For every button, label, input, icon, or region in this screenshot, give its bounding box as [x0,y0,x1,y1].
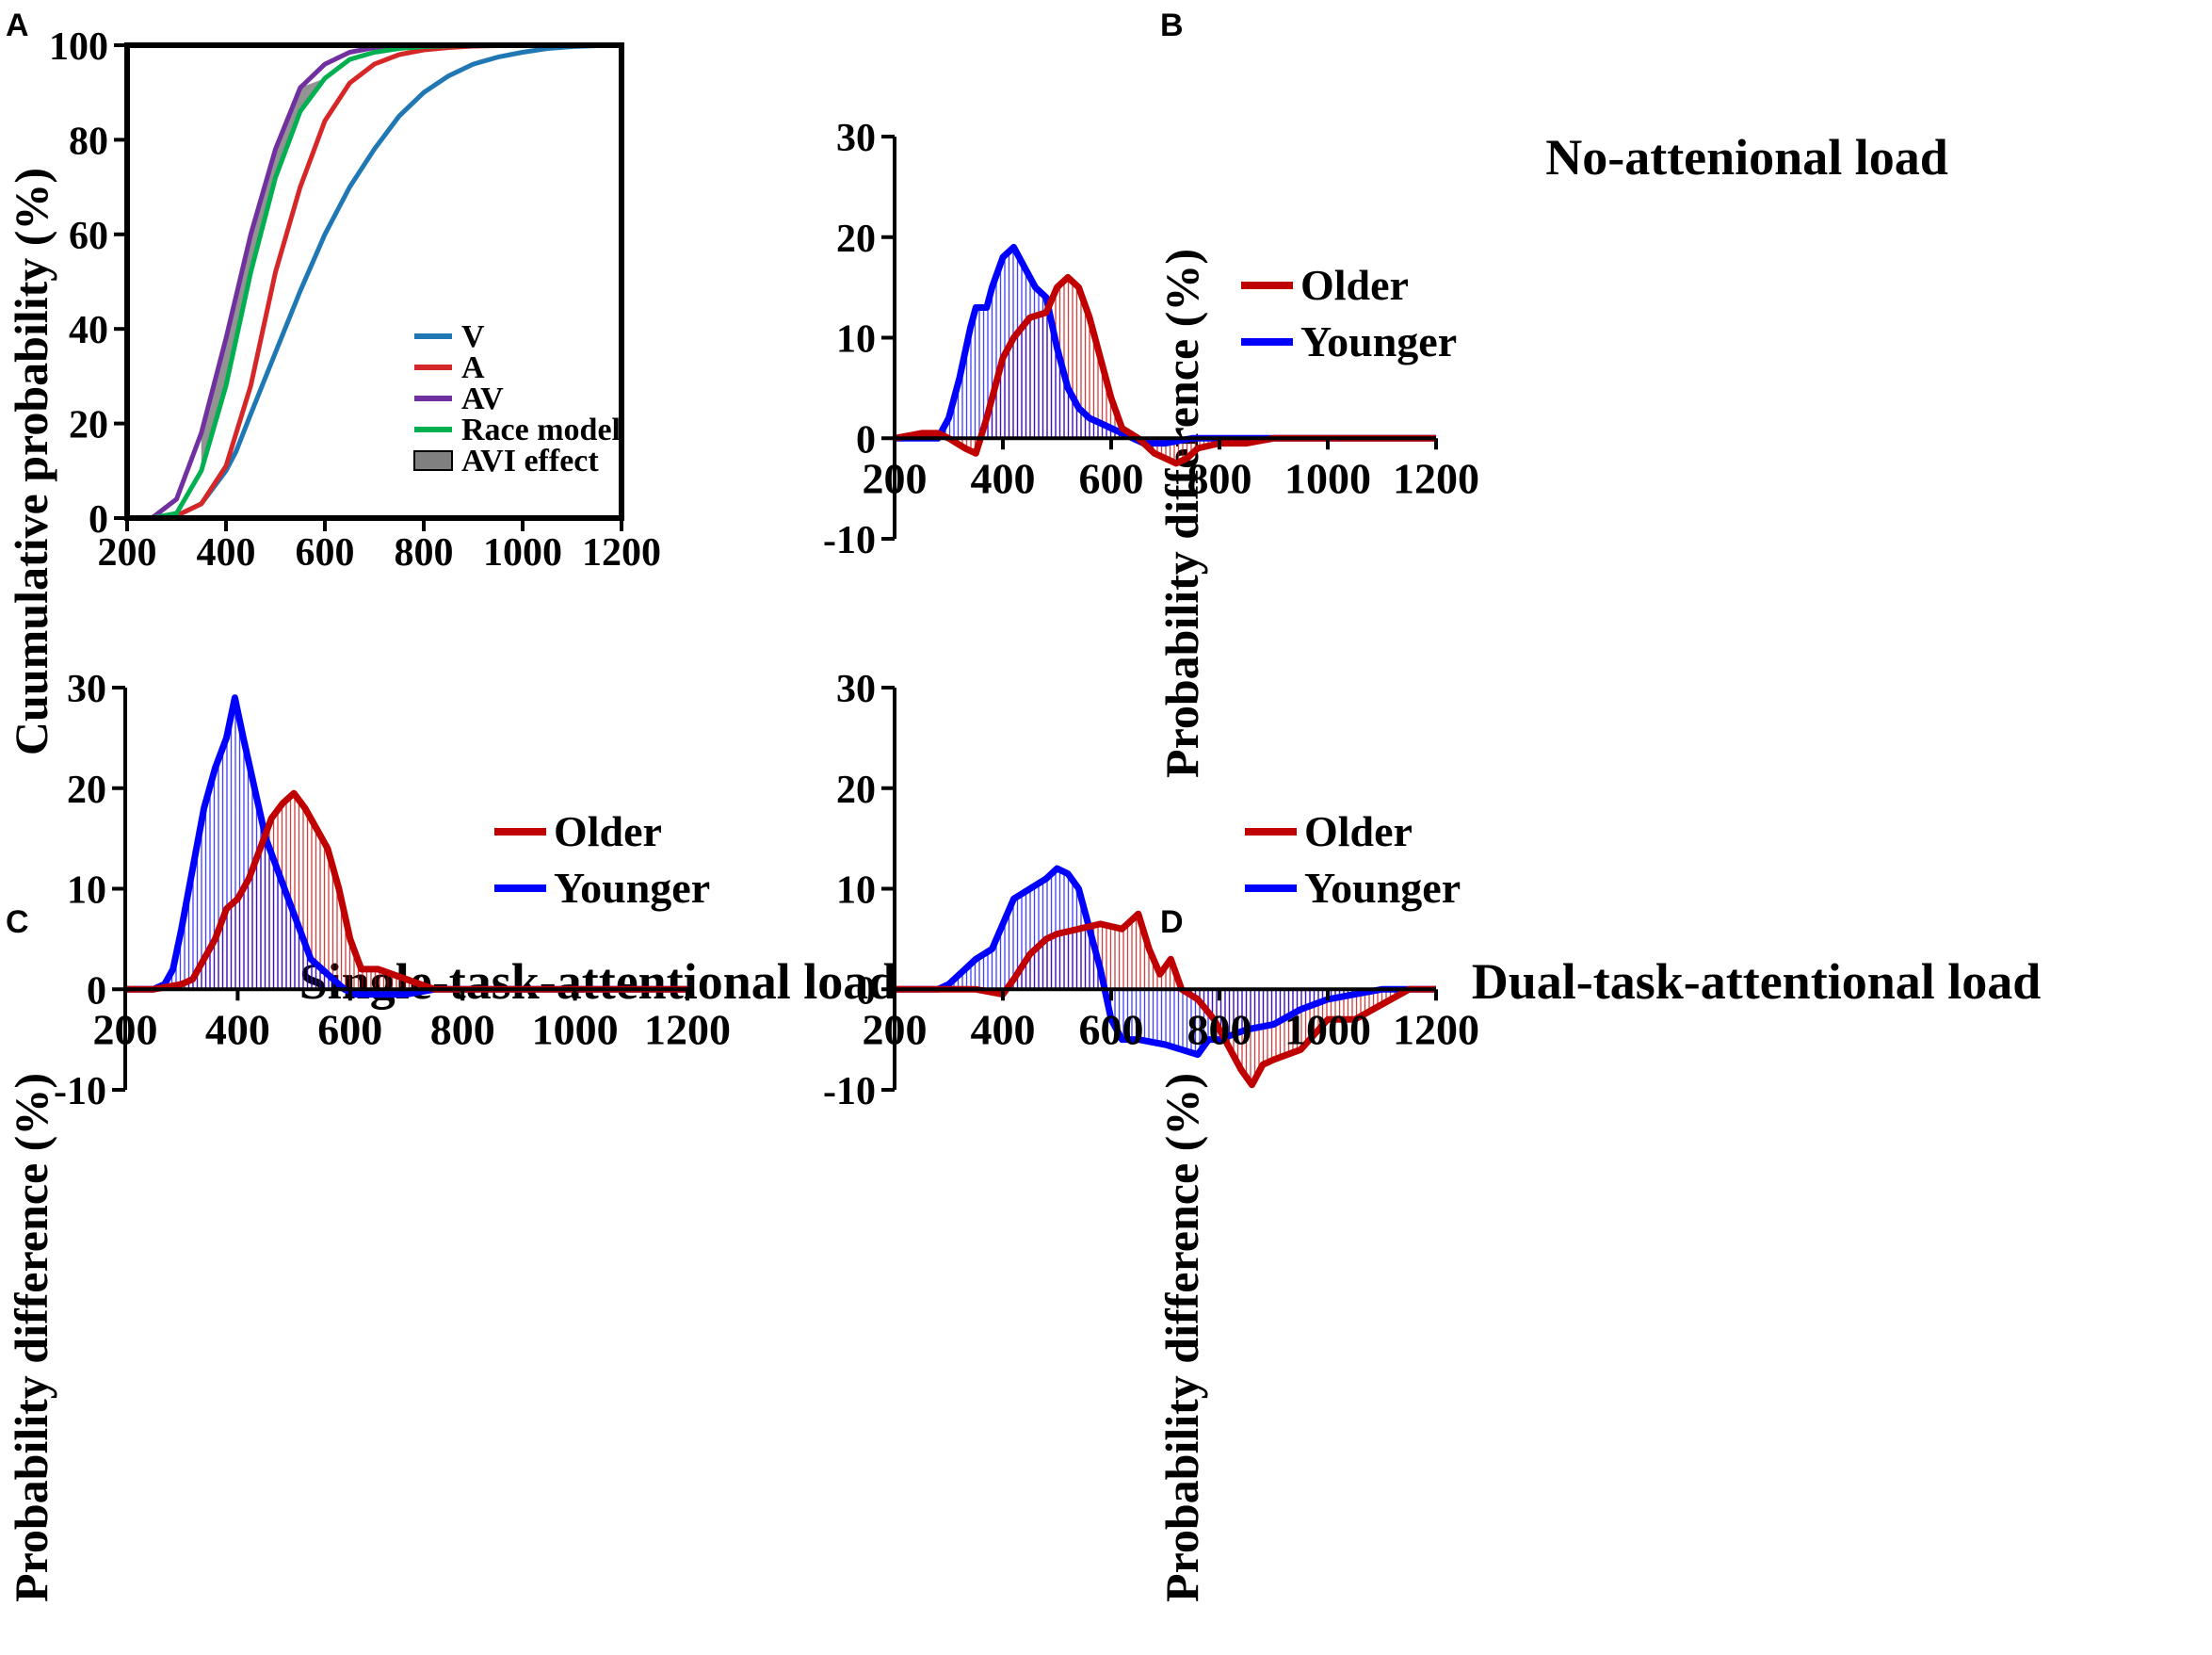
panel-b-chart: -10 0 10 20 30 200 400 600 800 1000 1200 Older Young… [823,117,1479,562]
y-tick-label: 30 [836,117,876,160]
y-tick-label: -10 [823,1070,876,1113]
y-tick-label: 40 [69,309,108,352]
x-tick-label: 1200 [1393,1005,1479,1053]
y-tick-label: 20 [836,769,876,812]
panel-b-title: No-attenional load [1545,129,1948,186]
x-tick-label: 200 [93,1005,158,1053]
y-tick-label: 0 [856,969,876,1013]
x-tick-label: 600 [317,1005,382,1053]
panel-label-b: B [1160,8,1184,43]
legend-label: Younger [1304,864,1461,912]
panel-d-ylabel: Probability difference (%) [1155,1073,1208,1602]
panel-c-chart: -10 0 10 20 30 200 400 600 800 1000 1200 Older Young… [54,668,731,1113]
y-tick-label: 20 [69,404,108,447]
y-tick-label: 80 [69,120,108,163]
panel-d-chart: -10 0 10 20 30 200 400 600 800 1000 1200 Older Young… [823,668,1479,1113]
panel-c-title: Single-task-attentional load [299,953,897,1010]
panel-d-title: Dual-task-attentional load [1472,953,2042,1010]
y-tick-label: 30 [67,668,106,711]
legend-label: V [461,319,485,354]
x-tick-label: 1200 [1393,454,1479,502]
x-tick-label: 600 [1079,454,1144,502]
x-tick-label: 800 [430,1005,495,1053]
avi-effect-band [201,73,335,471]
panel-label-c: C [6,904,29,940]
series-line-younger [895,865,1436,1059]
panel-label-a: A [6,8,29,43]
x-tick-label: 1000 [1284,1005,1371,1053]
y-tick-label: 20 [67,769,106,812]
y-tick-label: 10 [836,869,876,913]
legend-label: Younger [1300,317,1457,365]
x-tick-label: 600 [1079,1005,1144,1053]
legend-label: Older [1304,807,1413,855]
x-tick-label: 600 [296,531,355,575]
x-tick-label: 400 [971,1005,1036,1053]
panel-label-d: D [1160,904,1184,940]
panel-b-ylabel: Probability difference (%) [1155,249,1208,778]
y-tick-label: 10 [67,869,106,913]
x-tick-label: 400 [197,531,256,575]
legend-label: Younger [554,864,710,912]
y-tick-label: 10 [836,318,876,362]
series-line-older [894,273,1436,467]
y-tick-label: 20 [836,218,876,261]
x-tick-label: 1000 [1284,454,1371,502]
x-tick-label: 1000 [532,1005,619,1053]
x-tick-label: 200 [863,454,928,502]
panel-a-ylabel: Cuumulative probability (%) [5,168,57,755]
x-tick-label: 1200 [582,531,661,575]
y-tick-label: 0 [87,969,106,1013]
legend-label: Race model [461,413,621,447]
panel-a-chart: 0 20 40 60 80 100 200 400 600 800 1000 1200 VAAVRace… [49,25,661,575]
x-tick-label: 200 [98,531,157,575]
legend-label: A [461,350,485,385]
x-tick-label: 400 [971,454,1036,502]
legend-label: Older [1300,261,1409,309]
x-tick-label: 800 [395,531,454,575]
x-tick-label: 1000 [483,531,562,575]
y-tick-label: 30 [836,668,876,711]
legend-label: Older [554,807,662,855]
legend-label: AV [461,381,504,416]
y-tick-label: -10 [823,519,876,562]
y-tick-label: -10 [54,1070,106,1113]
legend-swatch-avi-effect [413,450,453,471]
y-tick-label: 60 [69,215,108,258]
panel-c-ylabel: Probability difference (%) [5,1073,57,1602]
y-tick-label: 0 [89,498,108,542]
y-tick-label: 100 [49,25,108,69]
series-line-older [895,910,1436,1089]
x-tick-label: 800 [1187,1005,1252,1053]
x-tick-label: 1200 [644,1005,731,1053]
x-tick-label: 200 [863,1005,928,1053]
hatch-younger [162,700,414,995]
x-tick-label: 400 [205,1005,270,1053]
y-tick-label: 0 [856,418,876,462]
legend-label: AVI effect [461,444,599,479]
x-tick-label: 800 [1187,454,1252,502]
plot-frame [124,42,624,521]
